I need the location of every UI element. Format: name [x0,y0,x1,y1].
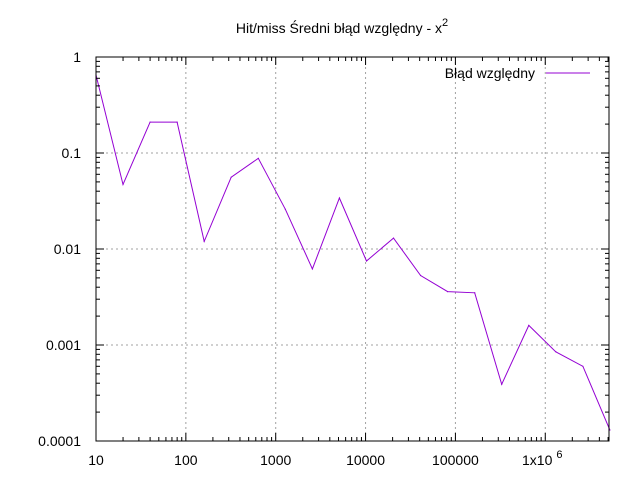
x-tick-label-text: 100 [174,452,198,468]
data-point [230,176,232,178]
x-tick-label-text: 10 [88,452,104,468]
data-point [176,121,178,123]
data-point [609,429,611,431]
x-tick-label: 1x10 6 [522,449,562,468]
y-tick-label: 0.01 [54,241,81,257]
legend-label: Błąd względny [445,65,535,81]
x-tick-label: 10 [88,452,104,468]
x-tick-label: 1000 [260,452,291,468]
y-tick-label: 0.0001 [38,433,81,449]
y-tick-label: 1 [73,49,81,65]
data-point [555,351,557,353]
data-point [338,197,341,199]
data-point [122,183,124,186]
ticks [95,56,609,442]
chart-title-superscript: 2 [442,17,448,29]
x-tick-label-text: 1000 [260,452,291,468]
y-tick-label: 0.1 [62,145,82,161]
data-point [528,324,530,327]
data-point [447,290,449,293]
series-line [95,74,611,431]
legend: Błąd względny [445,65,590,81]
data-point [257,157,259,159]
data-point [365,260,368,262]
x-tick-label: 100000 [432,452,479,468]
data-point [582,365,584,367]
y-tick-label: 0.001 [46,337,81,353]
x-tick-label-text: 100000 [432,452,479,468]
x-tick-label: 100 [174,452,198,468]
data-point [311,268,313,270]
data-point [474,292,476,294]
data-point [501,383,503,385]
data-point [203,240,205,242]
x-tick-label: 10000 [346,452,385,468]
data-point [284,208,286,210]
data-point [419,274,422,277]
plot-lines [95,74,611,431]
x-tick-label-text: 10000 [346,452,385,468]
data-point [392,237,395,239]
x-tick-label-superscript: 6 [556,449,562,461]
chart-title-text: Hit/miss Średni błąd względny - x [236,19,442,36]
x-tick-label-text: 1x10 [522,452,553,468]
tick-labels: 10 100 1000 10000 100000 1x10 6 1 0.1 0.01 0.001 0.… [38,49,562,468]
chart-title: Hit/miss Średni błąd względny - x2 [236,17,448,36]
grid [96,57,609,441]
data-point [149,121,151,123]
